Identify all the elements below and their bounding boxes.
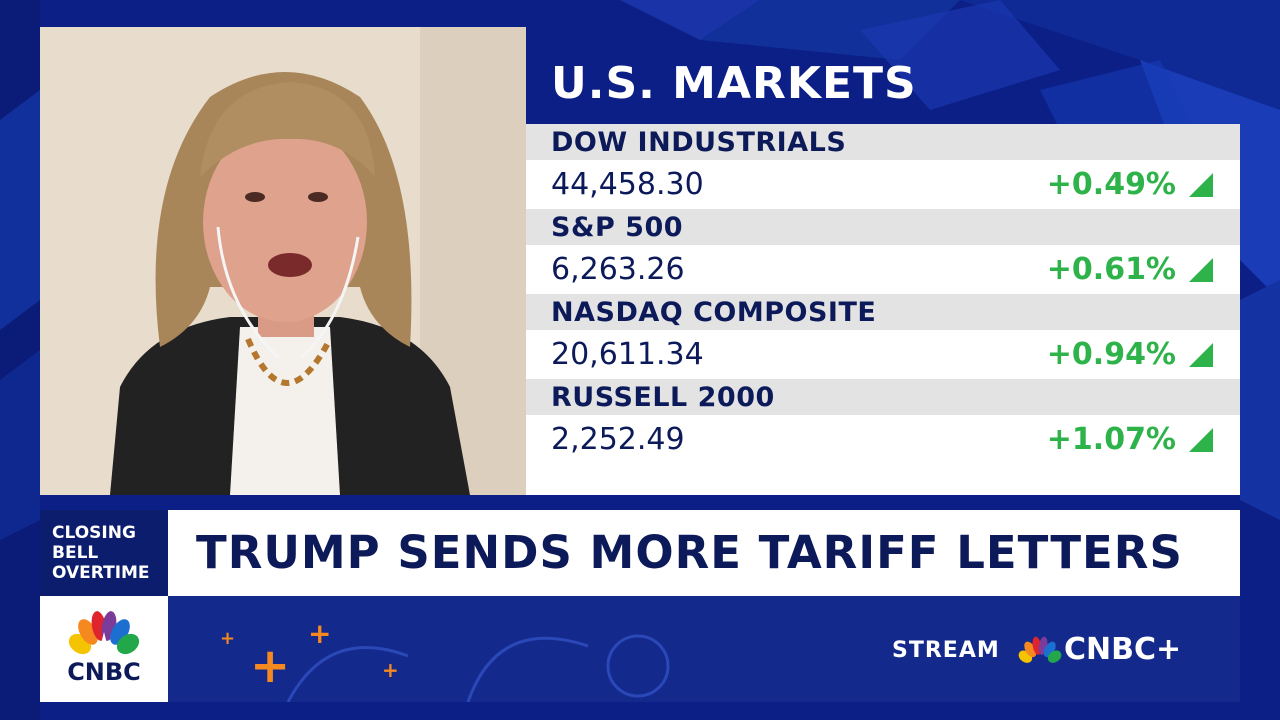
guest-video-feed: [40, 27, 526, 495]
index-change: +1.07%: [1046, 422, 1176, 457]
index-change: +0.94%: [1046, 337, 1176, 372]
index-value: 6,263.26: [551, 252, 685, 287]
peacock-icon: [1018, 636, 1062, 663]
up-arrow-icon: [1189, 428, 1213, 452]
markets-board: DOW INDUSTRIALS 44,458.30 +0.49% S&P 500…: [526, 124, 1240, 495]
index-value-row: 6,263.26 +0.61%: [526, 245, 1240, 294]
index-value-row: 2,252.49 +1.07%: [526, 415, 1240, 464]
index-change: +0.61%: [1046, 252, 1176, 287]
index-change: +0.49%: [1046, 167, 1176, 202]
network-logo: CNBC: [40, 596, 168, 702]
index-name-row: S&P 500: [526, 209, 1240, 245]
show-name-box: CLOSING BELL OVERTIME: [40, 510, 168, 596]
show-name-line: CLOSING: [52, 523, 136, 543]
index-value: 2,252.49: [551, 422, 685, 457]
index-name: RUSSELL 2000: [551, 382, 775, 413]
headline-banner: TRUMP SENDS MORE TARIFF LETTERS: [168, 510, 1240, 596]
plus-decoration-icon: +: [382, 658, 399, 682]
up-arrow-icon: [1189, 173, 1213, 197]
plus-decoration-icon: +: [220, 628, 236, 649]
up-arrow-icon: [1189, 343, 1213, 367]
index-name: DOW INDUSTRIALS: [551, 127, 847, 158]
guest-portrait: [40, 27, 526, 495]
markets-title: U.S. MARKETS: [551, 58, 917, 109]
index-name: S&P 500: [551, 212, 684, 243]
up-arrow-icon: [1189, 258, 1213, 282]
index-name: NASDAQ COMPOSITE: [551, 297, 877, 328]
peacock-icon: [68, 611, 140, 656]
headline-text: TRUMP SENDS MORE TARIFF LETTERS: [196, 526, 1183, 579]
plus-decoration-icon: +: [250, 638, 291, 694]
index-value-row: 44,458.30 +0.49%: [526, 160, 1240, 209]
index-name-row: DOW INDUSTRIALS: [526, 124, 1240, 160]
index-name-row: RUSSELL 2000: [526, 379, 1240, 415]
index-value-row: 20,611.34 +0.94%: [526, 330, 1240, 379]
stream-label: STREAM: [892, 638, 1000, 663]
stream-brand: CNBC+: [1064, 632, 1182, 667]
index-value: 44,458.30: [551, 167, 704, 202]
plus-decoration-icon: +: [308, 617, 332, 650]
index-value: 20,611.34: [551, 337, 704, 372]
index-name-row: NASDAQ COMPOSITE: [526, 294, 1240, 330]
show-name-line: BELL: [52, 543, 99, 563]
promo-bar: + + + + STREAM CNBC+: [168, 596, 1240, 702]
show-name-line: OVERTIME: [52, 563, 150, 583]
logo-text: CNBC: [67, 658, 141, 686]
promo-pattern: [286, 634, 670, 702]
